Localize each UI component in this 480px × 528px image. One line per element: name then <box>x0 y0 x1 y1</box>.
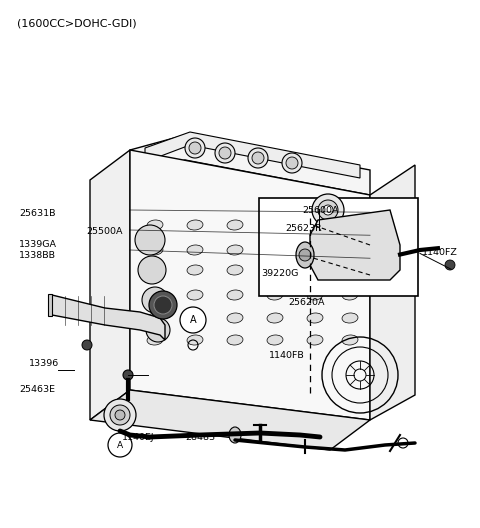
Ellipse shape <box>229 427 241 443</box>
Text: 25600A: 25600A <box>302 206 339 215</box>
Circle shape <box>252 152 264 164</box>
Ellipse shape <box>307 335 323 345</box>
Text: 1338BB: 1338BB <box>19 251 56 260</box>
Circle shape <box>445 260 455 270</box>
Text: 25620A: 25620A <box>288 298 324 307</box>
Ellipse shape <box>147 290 163 300</box>
Polygon shape <box>90 390 370 450</box>
Text: A: A <box>190 315 196 325</box>
Text: 1140EJ: 1140EJ <box>122 433 155 442</box>
Circle shape <box>219 147 231 159</box>
Polygon shape <box>145 132 360 178</box>
Text: 25500A: 25500A <box>86 227 123 236</box>
Ellipse shape <box>296 242 314 268</box>
Circle shape <box>282 153 302 173</box>
Polygon shape <box>130 135 370 195</box>
Ellipse shape <box>342 220 358 230</box>
Text: 25623R: 25623R <box>286 224 323 233</box>
Ellipse shape <box>307 265 323 275</box>
Circle shape <box>323 205 333 215</box>
Ellipse shape <box>147 335 163 345</box>
Ellipse shape <box>227 313 243 323</box>
Ellipse shape <box>341 266 355 284</box>
Text: 1140FB: 1140FB <box>269 351 304 360</box>
Ellipse shape <box>307 220 323 230</box>
Ellipse shape <box>227 335 243 345</box>
Ellipse shape <box>307 290 323 300</box>
Circle shape <box>154 296 172 314</box>
Ellipse shape <box>333 226 347 244</box>
Circle shape <box>138 256 166 284</box>
Ellipse shape <box>267 220 283 230</box>
Text: A: A <box>117 440 123 449</box>
Circle shape <box>115 410 125 420</box>
Ellipse shape <box>187 265 203 275</box>
Circle shape <box>142 287 168 313</box>
Ellipse shape <box>187 220 203 230</box>
Circle shape <box>180 307 206 333</box>
Ellipse shape <box>342 290 358 300</box>
Circle shape <box>108 433 132 457</box>
Ellipse shape <box>147 245 163 255</box>
Ellipse shape <box>187 245 203 255</box>
Polygon shape <box>52 295 165 340</box>
Polygon shape <box>48 294 52 316</box>
Ellipse shape <box>342 265 358 275</box>
Circle shape <box>135 225 165 255</box>
Ellipse shape <box>227 245 243 255</box>
Bar <box>259 198 418 296</box>
Ellipse shape <box>227 220 243 230</box>
Circle shape <box>185 138 205 158</box>
Ellipse shape <box>187 335 203 345</box>
Text: 13396: 13396 <box>29 359 59 368</box>
Polygon shape <box>370 165 415 420</box>
Circle shape <box>215 143 235 163</box>
Ellipse shape <box>147 220 163 230</box>
Ellipse shape <box>267 265 283 275</box>
Circle shape <box>82 340 92 350</box>
Ellipse shape <box>342 335 358 345</box>
Circle shape <box>318 200 338 220</box>
Text: 28483: 28483 <box>185 433 215 442</box>
Circle shape <box>286 157 298 169</box>
Ellipse shape <box>227 290 243 300</box>
Ellipse shape <box>147 265 163 275</box>
Polygon shape <box>310 210 400 280</box>
Ellipse shape <box>307 313 323 323</box>
Ellipse shape <box>267 313 283 323</box>
Text: 25463E: 25463E <box>19 385 55 394</box>
Ellipse shape <box>147 313 163 323</box>
Polygon shape <box>90 150 130 420</box>
Circle shape <box>312 194 344 226</box>
Circle shape <box>248 148 268 168</box>
Ellipse shape <box>267 245 283 255</box>
Circle shape <box>123 370 133 380</box>
Circle shape <box>149 291 177 319</box>
Text: 1339GA: 1339GA <box>19 240 57 249</box>
Text: 25631B: 25631B <box>19 209 56 218</box>
Ellipse shape <box>338 246 352 264</box>
Ellipse shape <box>342 313 358 323</box>
Circle shape <box>146 318 170 342</box>
Circle shape <box>110 405 130 425</box>
Text: 39220G: 39220G <box>262 269 299 278</box>
Ellipse shape <box>227 265 243 275</box>
Text: (1600CC>DOHC-GDI): (1600CC>DOHC-GDI) <box>17 18 136 29</box>
Ellipse shape <box>267 335 283 345</box>
Ellipse shape <box>307 245 323 255</box>
Circle shape <box>299 249 311 261</box>
Ellipse shape <box>187 290 203 300</box>
Text: 1140FZ: 1140FZ <box>422 248 458 257</box>
Circle shape <box>104 399 136 431</box>
Polygon shape <box>130 150 370 420</box>
Ellipse shape <box>267 290 283 300</box>
Circle shape <box>189 142 201 154</box>
Ellipse shape <box>187 313 203 323</box>
Ellipse shape <box>342 245 358 255</box>
